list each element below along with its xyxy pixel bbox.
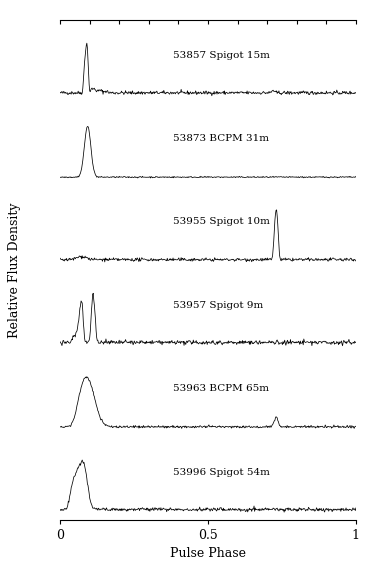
Text: 53955 Spigot 10m: 53955 Spigot 10m [173,217,269,227]
Text: Relative Flux Density: Relative Flux Density [8,202,21,338]
Text: 53873 BCPM 31m: 53873 BCPM 31m [173,134,269,143]
Text: 53996 Spigot 54m: 53996 Spigot 54m [173,467,269,477]
Text: 53957 Spigot 9m: 53957 Spigot 9m [173,301,263,310]
X-axis label: Pulse Phase: Pulse Phase [170,547,246,559]
Text: 53857 Spigot 15m: 53857 Spigot 15m [173,51,269,60]
Text: 53963 BCPM 65m: 53963 BCPM 65m [173,384,269,393]
